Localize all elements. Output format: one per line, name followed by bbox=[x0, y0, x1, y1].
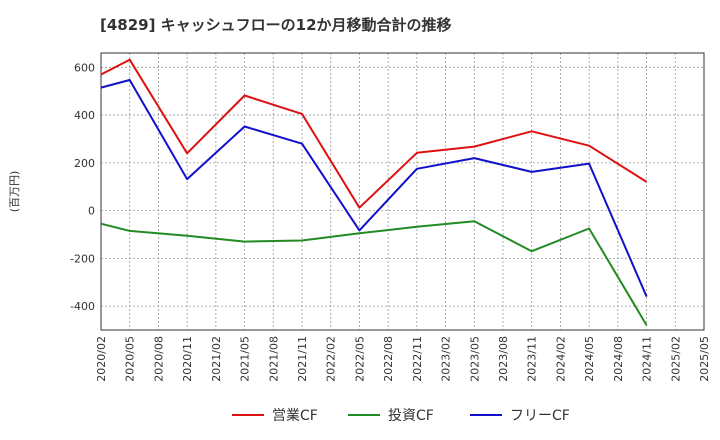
chart-title: [4829] キャッシュフローの12か月移動合計の推移 bbox=[100, 16, 452, 34]
y-tick-label: 200 bbox=[74, 157, 95, 170]
x-tick-label: 2020/08 bbox=[152, 336, 165, 382]
series-line-2 bbox=[100, 79, 648, 297]
x-tick-label: 2022/11 bbox=[411, 336, 424, 382]
x-tick-label: 2024/11 bbox=[641, 336, 654, 382]
series-line-1 bbox=[100, 220, 648, 326]
x-tick-label: 2025/05 bbox=[698, 336, 711, 382]
plot-frame bbox=[100, 52, 705, 331]
x-tick-label: 2021/05 bbox=[239, 336, 252, 382]
y-axis-label: (百万円) bbox=[8, 171, 21, 213]
x-tick-label: 2021/11 bbox=[296, 336, 309, 382]
x-tick-label: 2023/02 bbox=[440, 336, 453, 382]
x-tick-label: 2021/02 bbox=[210, 336, 223, 382]
y-tick-label: -200 bbox=[70, 252, 95, 265]
legend-label-1: 投資CF bbox=[388, 408, 434, 424]
series-line-0 bbox=[100, 58, 648, 209]
x-tick-label: 2022/02 bbox=[325, 336, 338, 382]
x-tick-label: 2022/05 bbox=[353, 336, 366, 382]
x-tick-label: 2021/08 bbox=[267, 336, 280, 382]
x-tick-label: 2023/11 bbox=[526, 336, 539, 382]
y-tick-label: 0 bbox=[88, 205, 95, 218]
y-tick-label: -400 bbox=[70, 300, 95, 313]
x-tick-label: 2022/08 bbox=[382, 336, 395, 382]
legend-label-0: 営業CF bbox=[272, 408, 318, 424]
series-layer bbox=[100, 58, 648, 326]
x-tick-label: 2023/05 bbox=[468, 336, 481, 382]
grid-layer bbox=[101, 53, 704, 330]
x-tick-label: 2020/05 bbox=[124, 336, 137, 382]
y-tick-label: 600 bbox=[74, 61, 95, 74]
x-tick-label: 2020/02 bbox=[95, 336, 108, 382]
y-tick-label: 400 bbox=[74, 109, 95, 122]
x-tick-label: 2023/08 bbox=[497, 336, 510, 382]
x-tick-label: 2024/08 bbox=[612, 336, 625, 382]
x-tick-label: 2025/02 bbox=[669, 336, 682, 382]
axes-layer: 2020/02 2020/05 2020/08 2020/11 2021/02 2021/… bbox=[8, 52, 711, 382]
legend: 営業CF 投資CF フリーCF bbox=[232, 408, 570, 424]
x-tick-label: 2024/05 bbox=[583, 336, 596, 382]
x-tick-label: 2020/11 bbox=[181, 336, 194, 382]
legend-label-2: フリーCF bbox=[510, 408, 570, 424]
x-tick-label: 2024/02 bbox=[554, 336, 567, 382]
